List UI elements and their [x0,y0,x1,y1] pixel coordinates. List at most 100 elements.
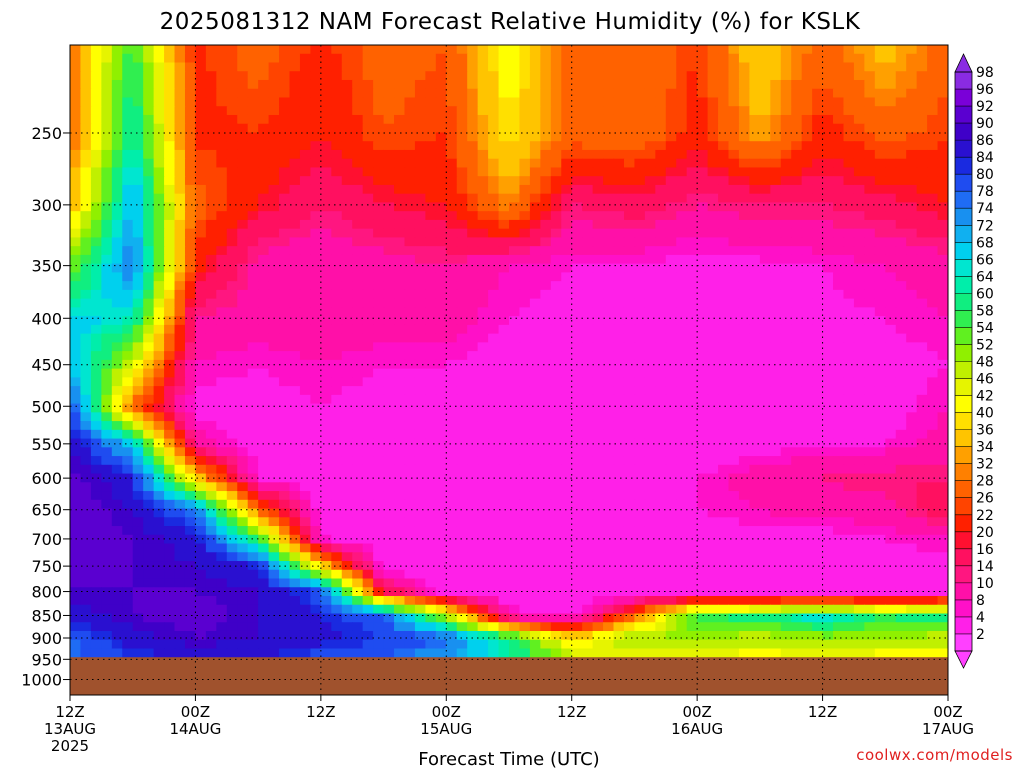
rh-cell [728,386,740,396]
rh-cell [143,237,155,247]
rh-cell [738,482,750,492]
rh-cell [822,324,834,335]
rh-cell [132,158,144,169]
rh-cell [707,508,719,518]
rh-cell [509,114,521,125]
rh-cell [404,429,416,440]
rh-cell [937,263,948,273]
rh-cell [718,394,730,405]
rh-cell [874,167,886,177]
rh-cell [467,307,479,317]
rh-cell [644,246,656,256]
rh-cell [728,71,740,81]
rh-cell [184,403,197,413]
rh-cell [529,298,541,308]
rh-cell [582,114,594,125]
rh-cell [467,526,479,536]
rh-cell [237,552,249,562]
rh-cell [916,508,928,518]
rh-cell [592,132,604,142]
rh-cell [613,386,625,396]
rh-cell [498,149,510,160]
rh-cell [937,246,948,256]
rh-cell [247,254,259,265]
rh-cell [477,543,489,553]
rh-cell [205,499,217,510]
rh-cell [655,71,667,81]
rh-cell [864,114,876,125]
rh-cell [864,237,876,247]
rh-cell [446,149,458,160]
rh-cell [759,429,771,440]
rh-cell [529,307,541,317]
rh-cell [143,517,155,527]
rh-cell [164,79,176,90]
rh-cell [519,176,531,186]
rh-cell [770,184,782,195]
rh-cell [613,482,625,492]
rh-cell [414,263,426,273]
rh-cell [205,158,217,169]
rh-cell [279,167,291,177]
rh-cell [289,456,301,466]
rh-cell [226,202,238,212]
rh-cell [780,123,792,134]
rh-cell [404,351,416,361]
rh-cell [801,158,813,169]
rh-cell [279,219,291,230]
rh-cell [885,316,897,326]
rh-cell [456,219,468,230]
rh-cell [184,438,197,448]
rh-cell [561,412,573,422]
rh-cell [90,219,102,230]
rh-cell [822,473,834,483]
rh-cell [853,534,865,545]
rh-cell [320,62,332,72]
rh-cell [833,202,845,212]
rh-cell [885,403,897,413]
rh-cell [937,193,948,204]
rh-cell [383,499,395,510]
rh-cell [352,176,364,186]
rh-cell [279,508,291,518]
rh-cell [132,97,144,107]
rh-cell [174,45,186,55]
rh-cell [331,132,343,142]
rh-cell [216,298,228,308]
rh-cell [519,237,531,247]
rh-cell [498,167,510,177]
rh-cell [874,421,886,431]
rh-cell [801,272,813,282]
rh-cell [467,491,479,501]
rh-cell [801,517,813,527]
rh-cell [718,298,730,308]
rh-cell [425,403,437,413]
rh-cell [749,429,761,440]
rh-cell [791,456,803,466]
rh-cell [697,263,709,273]
rh-cell [707,394,719,405]
rh-cell [153,386,165,396]
rh-cell [822,534,834,545]
rh-cell [373,429,385,440]
rh-cell [676,499,688,510]
rh-cell [509,62,521,72]
rh-cell [927,193,939,204]
rh-cell [644,412,656,422]
rh-cell [707,324,719,335]
rh-cell [916,421,928,431]
rh-cell [728,114,740,125]
rh-cell [853,403,865,413]
rh-cell [111,412,123,422]
rh-cell [164,324,176,335]
rh-cell [937,534,948,545]
rh-cell [247,403,259,413]
rh-cell [111,421,123,431]
rh-cell [467,456,479,466]
rh-cell [759,552,771,562]
rh-cell [205,543,217,553]
rh-cell [864,438,876,448]
rh-cell [414,377,426,387]
rh-cell [916,316,928,326]
rh-cell [686,281,698,291]
